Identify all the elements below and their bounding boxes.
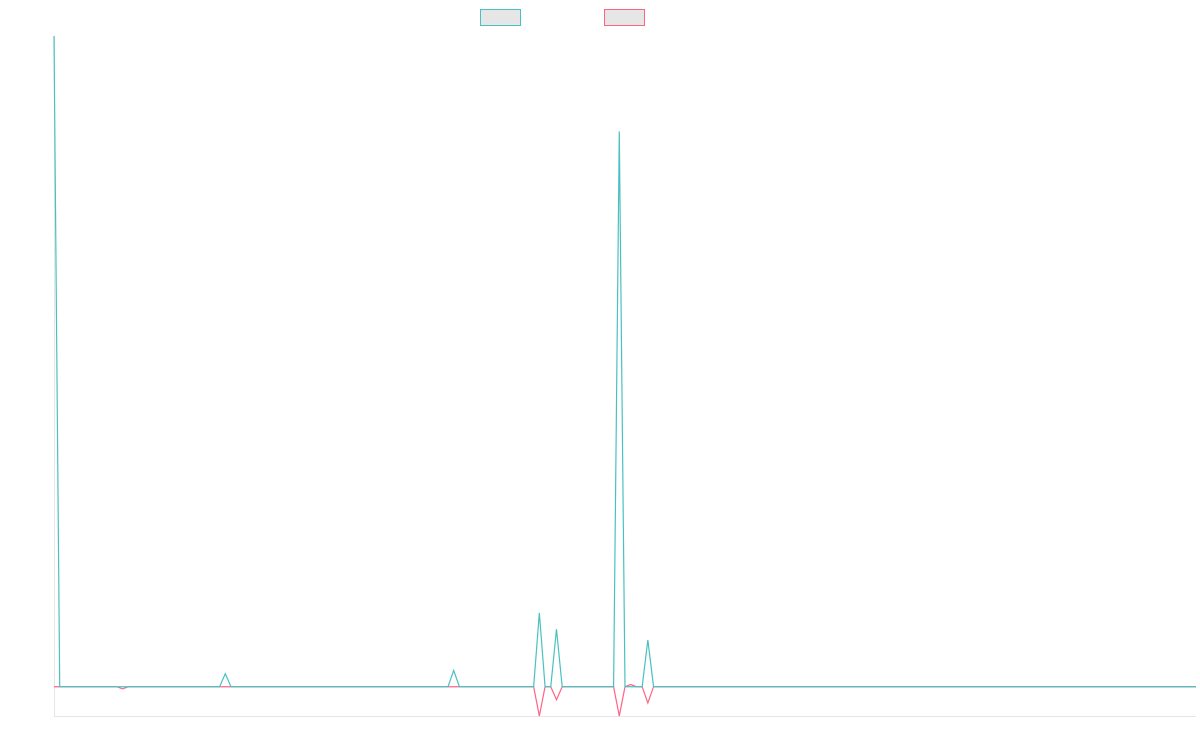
series-line-2 bbox=[54, 683, 1196, 717]
legend-swatch-1 bbox=[480, 9, 521, 26]
series-group bbox=[53, 35, 1196, 717]
axes bbox=[54, 36, 1196, 717]
series-line-1 bbox=[53, 35, 1196, 688]
legend-swatch-2 bbox=[604, 9, 645, 26]
legend bbox=[480, 9, 645, 26]
